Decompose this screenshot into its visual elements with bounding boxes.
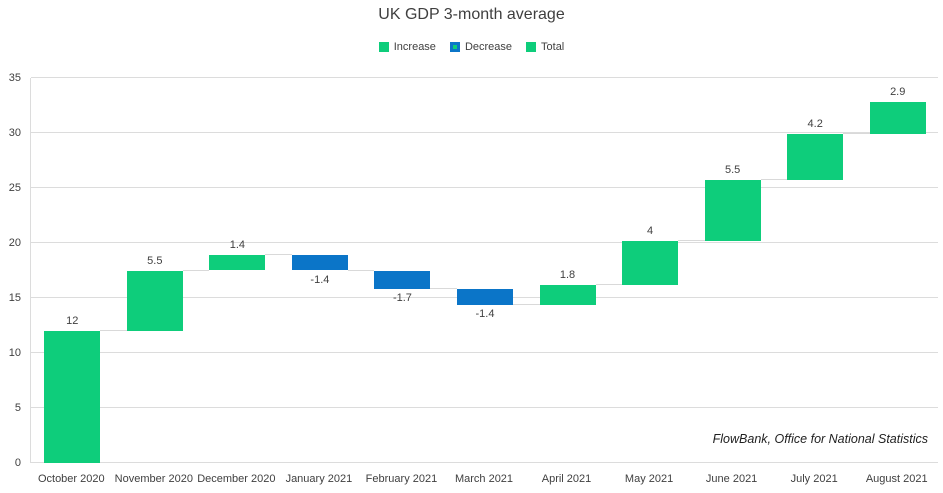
connector-line bbox=[100, 330, 127, 331]
decrease-swatch-icon bbox=[449, 42, 460, 52]
connector-line bbox=[678, 239, 705, 241]
y-axis: 0 5 10 15 20 25 30 35 bbox=[0, 72, 25, 469]
connector-line bbox=[430, 288, 457, 290]
bar-october-2020[interactable] bbox=[44, 331, 101, 463]
legend-label-total: Total bbox=[541, 41, 565, 53]
y-tick-label-30: 30 bbox=[8, 127, 21, 139]
gridline-20 bbox=[31, 242, 938, 243]
bar-value-label-may-2021: 4 bbox=[647, 224, 654, 237]
legend: Increase Decrease Total bbox=[0, 41, 943, 53]
x-tick-label-october-2020: October 2020 bbox=[37, 473, 105, 485]
bar-april-2021[interactable] bbox=[539, 284, 596, 305]
x-tick-label-january-2021: January 2021 bbox=[285, 473, 353, 485]
connector-line bbox=[595, 283, 623, 285]
connector-line bbox=[182, 269, 210, 271]
gridline-30 bbox=[31, 132, 938, 133]
bar-november-2020[interactable] bbox=[126, 270, 183, 331]
bar-july-2021[interactable] bbox=[787, 134, 844, 181]
gridline-0 bbox=[31, 462, 938, 463]
x-tick-label-june-2021: June 2021 bbox=[705, 473, 758, 485]
legend-item-decrease[interactable]: Decrease bbox=[449, 41, 513, 53]
y-tick-label-10: 10 bbox=[8, 347, 21, 359]
plot-area: FlowBank, Office for National Statistics… bbox=[30, 77, 938, 463]
legend-item-increase[interactable]: Increase bbox=[378, 41, 436, 53]
gridline-10 bbox=[31, 352, 938, 353]
y-tick-label-0: 0 bbox=[14, 457, 21, 469]
connector-line bbox=[760, 179, 788, 181]
legend-label-decrease: Decrease bbox=[464, 41, 513, 53]
bar-value-label-january-2021: -1.4 bbox=[310, 273, 330, 286]
bar-value-label-november-2020: 5.5 bbox=[147, 254, 163, 267]
bar-value-label-june-2021: 5.5 bbox=[724, 164, 741, 177]
y-tick-label-5: 5 bbox=[14, 402, 21, 414]
gridline-25 bbox=[31, 187, 938, 188]
x-tick-label-july-2021: July 2021 bbox=[790, 473, 838, 485]
bar-march-2021[interactable] bbox=[457, 289, 513, 305]
x-tick-label-december-2020: December 2020 bbox=[197, 473, 276, 485]
total-swatch-icon bbox=[526, 42, 537, 52]
x-tick-label-april-2021: April 2021 bbox=[541, 473, 592, 485]
bar-value-label-april-2021: 1.8 bbox=[559, 268, 576, 281]
bar-june-2021[interactable] bbox=[704, 180, 761, 241]
bar-december-2020[interactable] bbox=[209, 255, 266, 271]
x-tick-label-november-2020: November 2020 bbox=[114, 473, 193, 485]
legend-label-increase: Increase bbox=[393, 41, 436, 53]
source-note: FlowBank, Office for National Statistics bbox=[712, 432, 928, 446]
bar-february-2021[interactable] bbox=[374, 270, 431, 290]
gridline-35 bbox=[31, 77, 938, 78]
x-tick-label-march-2021: March 2021 bbox=[454, 473, 514, 485]
bar-may-2021[interactable] bbox=[622, 240, 679, 285]
increase-swatch-icon bbox=[378, 42, 389, 52]
y-tick-label-35: 35 bbox=[8, 72, 21, 84]
chart-title: UK GDP 3-month average bbox=[378, 6, 565, 23]
x-tick-label-february-2021: February 2021 bbox=[365, 473, 438, 485]
connector-line bbox=[347, 269, 375, 271]
bar-value-label-august-2021: 2.9 bbox=[890, 86, 906, 99]
bar-value-label-december-2020: 1.4 bbox=[229, 239, 245, 252]
connector-line bbox=[513, 303, 540, 305]
bar-value-label-february-2021: -1.7 bbox=[392, 292, 412, 305]
swatch-inner bbox=[452, 45, 457, 49]
x-axis: October 2020 November 2020 December 2020 Ja… bbox=[30, 473, 938, 491]
connector-line bbox=[265, 254, 292, 256]
legend-item-total[interactable]: Total bbox=[526, 41, 564, 53]
y-tick-label-25: 25 bbox=[8, 182, 21, 194]
bar-january-2021[interactable] bbox=[291, 255, 348, 271]
gridline-5 bbox=[31, 407, 938, 408]
bar-value-label-march-2021: -1.4 bbox=[475, 307, 495, 320]
y-tick-label-20: 20 bbox=[8, 237, 21, 249]
bar-value-label-october-2020: 12 bbox=[66, 315, 79, 327]
x-tick-label-may-2021: May 2021 bbox=[624, 473, 674, 485]
bar-august-2021[interactable] bbox=[869, 102, 926, 135]
y-tick-label-15: 15 bbox=[8, 292, 21, 304]
connector-line bbox=[843, 133, 870, 135]
x-tick-label-august-2021: August 2021 bbox=[865, 473, 928, 485]
bar-value-label-july-2021: 4.2 bbox=[807, 118, 823, 131]
